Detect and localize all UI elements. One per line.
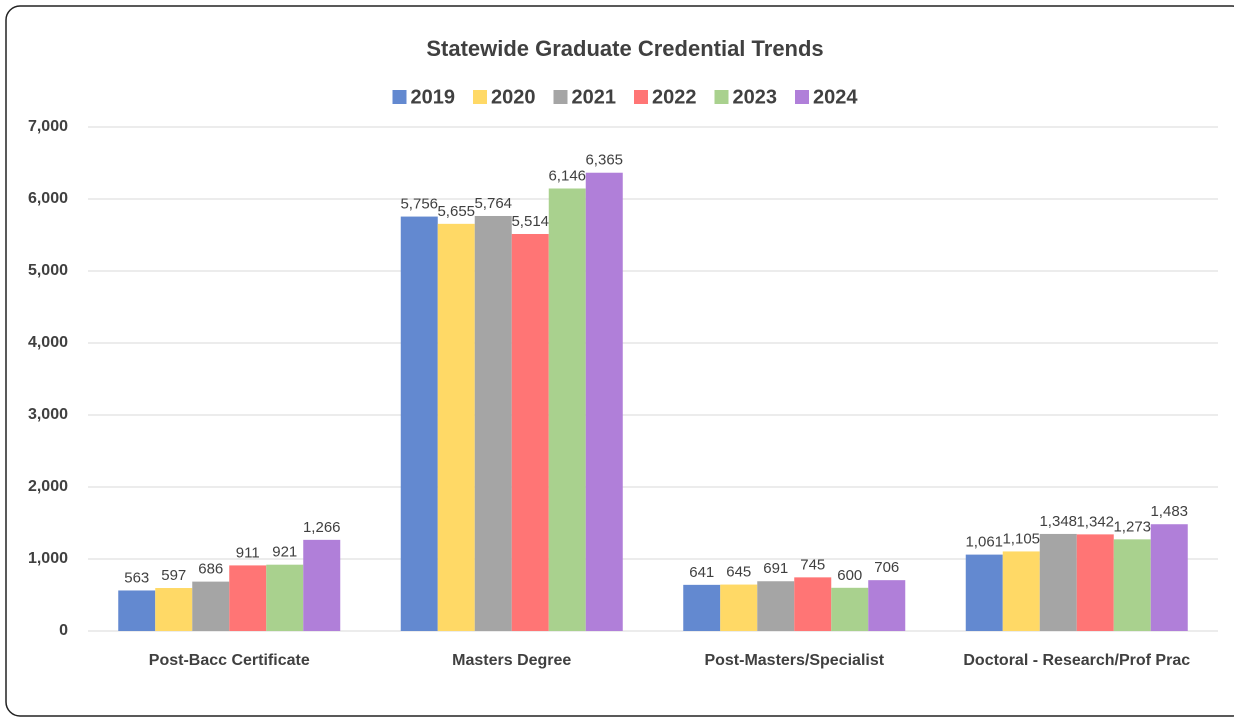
y-tick-label: 4,000 — [28, 334, 68, 351]
bar — [229, 565, 267, 631]
legend-label: 2024 — [813, 86, 858, 108]
x-tick-label: Post-Masters/Specialist — [704, 652, 884, 669]
legend-swatch — [473, 90, 487, 104]
legend-label: 2020 — [491, 86, 536, 108]
data-label: 691 — [763, 560, 788, 577]
bar — [266, 564, 304, 631]
data-label: 597 — [161, 567, 186, 584]
bar — [585, 172, 623, 631]
data-label: 1,266 — [303, 519, 341, 536]
y-tick-label: 2,000 — [28, 478, 68, 495]
bar — [192, 581, 230, 631]
y-tick-label: 3,000 — [28, 406, 68, 423]
bar — [548, 188, 586, 631]
y-tick-label: 7,000 — [28, 118, 68, 135]
legend-label: 2023 — [733, 86, 778, 108]
legend-label: 2021 — [572, 86, 617, 108]
bar — [511, 233, 549, 631]
data-label: 1,273 — [1113, 518, 1151, 535]
data-label: 5,756 — [400, 196, 438, 213]
bar — [474, 215, 512, 631]
data-label: 911 — [236, 544, 260, 561]
data-label: 1,105 — [1002, 530, 1040, 547]
y-tick-label: 5,000 — [28, 262, 68, 279]
bar — [720, 584, 758, 631]
legend-swatch — [634, 90, 648, 104]
legend-swatch — [795, 90, 809, 104]
data-label: 745 — [800, 556, 825, 573]
legend-swatch — [392, 90, 407, 104]
data-label: 600 — [837, 567, 862, 584]
bar — [1113, 539, 1151, 631]
data-label: 1,342 — [1076, 513, 1114, 530]
x-tick-label: Doctoral - Research/Prof Prac — [963, 652, 1190, 669]
legend-swatch — [553, 90, 568, 104]
data-label: 1,348 — [1039, 513, 1077, 530]
bar — [965, 554, 1003, 631]
data-label: 5,655 — [437, 203, 475, 220]
y-tick-label: 0 — [59, 622, 68, 639]
bar — [400, 216, 438, 631]
bar — [868, 580, 906, 631]
bar — [683, 584, 721, 631]
x-tick-label: Post-Bacc Certificate — [149, 652, 310, 669]
legend-label: 2019 — [411, 86, 456, 108]
data-label: 5,764 — [474, 195, 512, 212]
data-label: 5,514 — [511, 213, 549, 230]
y-tick-label: 6,000 — [28, 190, 68, 207]
bar — [1150, 524, 1188, 631]
bar — [794, 577, 832, 631]
bar — [757, 581, 795, 631]
legend-swatch — [714, 90, 729, 104]
data-label: 563 — [124, 569, 149, 586]
bar — [1002, 551, 1040, 631]
bar — [1039, 533, 1077, 631]
data-label: 6,365 — [585, 152, 623, 169]
chart-title: Statewide Graduate Credential Trends — [426, 36, 823, 61]
y-tick-label: 1,000 — [28, 550, 68, 567]
data-label: 1,061 — [965, 534, 1003, 551]
bar — [155, 588, 193, 631]
bar — [437, 223, 475, 631]
data-label: 641 — [689, 564, 714, 581]
data-label: 645 — [726, 564, 751, 581]
legend-label: 2022 — [652, 86, 697, 108]
data-label: 921 — [272, 544, 297, 561]
bar — [303, 539, 341, 631]
data-label: 6,146 — [548, 167, 586, 184]
x-tick-label: Masters Degree — [452, 652, 571, 669]
bar — [831, 587, 869, 631]
data-label: 686 — [198, 561, 223, 578]
data-label: 706 — [874, 559, 899, 576]
bar — [118, 590, 156, 631]
data-label: 1,483 — [1150, 503, 1188, 520]
bar — [1076, 534, 1114, 631]
